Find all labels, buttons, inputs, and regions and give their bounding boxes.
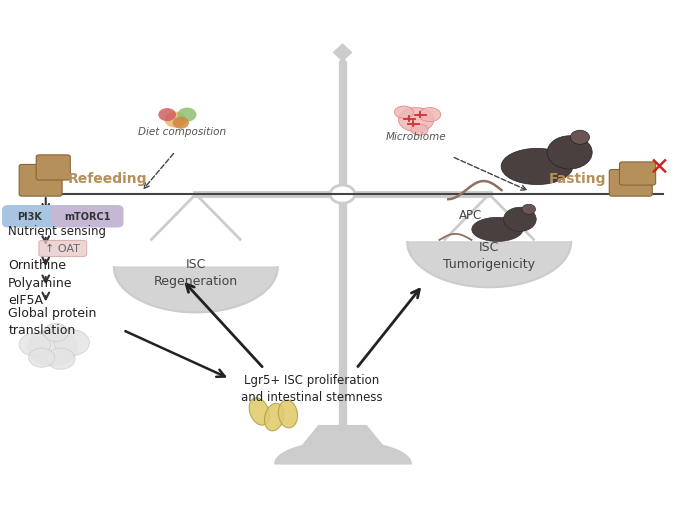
- Ellipse shape: [501, 149, 573, 185]
- Ellipse shape: [395, 107, 414, 119]
- Circle shape: [547, 136, 593, 170]
- Circle shape: [44, 324, 68, 342]
- Text: Refeeding: Refeeding: [67, 172, 147, 186]
- Circle shape: [164, 113, 186, 128]
- Circle shape: [47, 348, 75, 370]
- Text: PI3K: PI3K: [17, 212, 42, 222]
- Ellipse shape: [472, 218, 523, 242]
- FancyBboxPatch shape: [3, 207, 57, 227]
- FancyBboxPatch shape: [19, 165, 62, 197]
- Text: ↑ OAT: ↑ OAT: [45, 244, 80, 254]
- Circle shape: [29, 348, 55, 368]
- Text: Fasting: Fasting: [549, 172, 607, 186]
- Ellipse shape: [411, 125, 428, 136]
- Text: Nutrient sensing: Nutrient sensing: [8, 225, 106, 238]
- Text: Polyamine: Polyamine: [8, 276, 73, 289]
- Text: Microbiome: Microbiome: [386, 132, 447, 142]
- FancyBboxPatch shape: [36, 156, 71, 181]
- Ellipse shape: [264, 403, 284, 431]
- Ellipse shape: [419, 109, 440, 122]
- FancyBboxPatch shape: [52, 207, 123, 227]
- Circle shape: [28, 330, 77, 366]
- Text: Global protein
translation: Global protein translation: [8, 307, 97, 337]
- Circle shape: [522, 205, 536, 215]
- Polygon shape: [288, 426, 397, 464]
- Polygon shape: [334, 45, 351, 62]
- Circle shape: [330, 186, 355, 204]
- Text: eIF5A: eIF5A: [8, 293, 43, 306]
- Text: Lgr5+ ISC proliferation
and intestinal stemness: Lgr5+ ISC proliferation and intestinal s…: [241, 373, 383, 403]
- Circle shape: [54, 330, 90, 356]
- Text: Ornithine: Ornithine: [8, 258, 66, 271]
- FancyBboxPatch shape: [609, 170, 652, 197]
- Ellipse shape: [278, 400, 297, 428]
- Circle shape: [19, 333, 51, 357]
- Text: ISC
Regeneration: ISC Regeneration: [153, 258, 238, 287]
- Polygon shape: [114, 268, 277, 313]
- Circle shape: [158, 109, 176, 122]
- FancyBboxPatch shape: [619, 163, 656, 186]
- Circle shape: [503, 208, 536, 232]
- Text: ISC
Tumorigenicity: ISC Tumorigenicity: [443, 240, 535, 270]
- Ellipse shape: [399, 109, 434, 132]
- Text: mTORC1: mTORC1: [64, 212, 110, 222]
- Polygon shape: [408, 242, 571, 288]
- Circle shape: [173, 117, 189, 129]
- Text: Diet composition: Diet composition: [138, 127, 226, 137]
- FancyBboxPatch shape: [39, 241, 87, 257]
- Text: ✕: ✕: [649, 155, 670, 179]
- Text: APC: APC: [458, 209, 482, 221]
- Ellipse shape: [249, 398, 269, 425]
- Circle shape: [571, 131, 590, 145]
- Circle shape: [177, 109, 197, 122]
